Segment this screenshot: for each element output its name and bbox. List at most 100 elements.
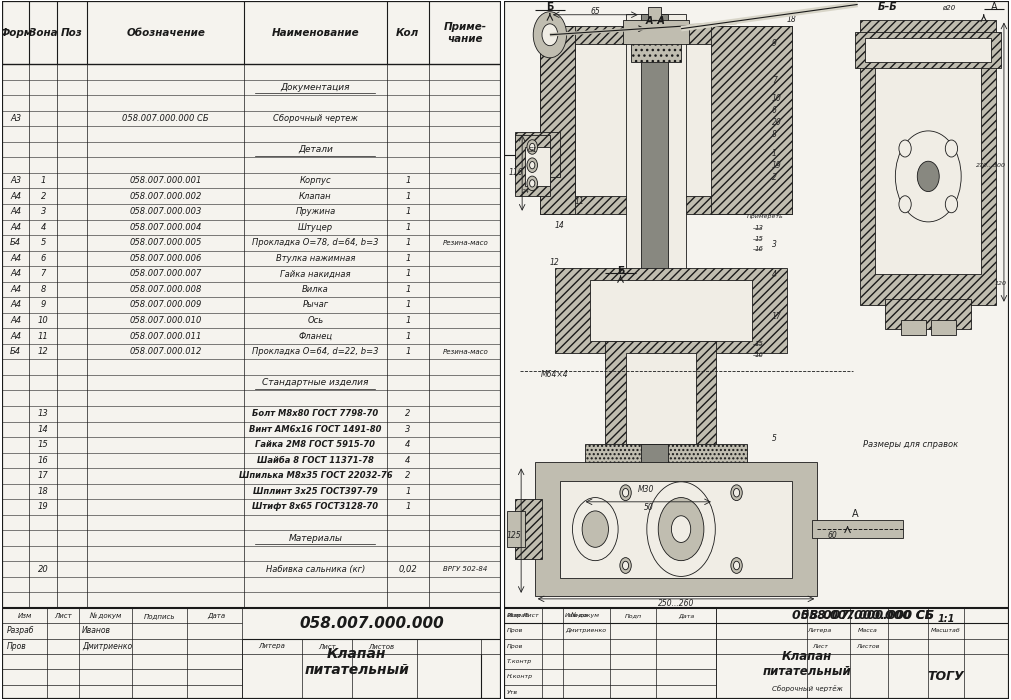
Text: Листов: Листов bbox=[856, 644, 880, 649]
Text: А4: А4 bbox=[10, 192, 21, 201]
Text: Литера: Литера bbox=[258, 643, 285, 650]
Text: Поз: Поз bbox=[61, 28, 83, 38]
Circle shape bbox=[899, 196, 911, 213]
Text: 3: 3 bbox=[771, 239, 776, 248]
Bar bbox=[525, 147, 550, 186]
Text: 60: 60 bbox=[828, 531, 837, 540]
Text: 058.007.000.010: 058.007.000.010 bbox=[129, 316, 202, 325]
Text: 18: 18 bbox=[787, 15, 797, 24]
Text: 6: 6 bbox=[40, 254, 45, 263]
Text: Изм Лист: Изм Лист bbox=[508, 613, 539, 618]
Text: 1: 1 bbox=[405, 207, 410, 216]
Text: 13: 13 bbox=[37, 410, 49, 418]
Text: 4: 4 bbox=[40, 223, 45, 232]
Text: 9: 9 bbox=[40, 300, 45, 309]
Text: Утв: Утв bbox=[507, 690, 518, 695]
Bar bbox=[631, 26, 681, 62]
Text: 120: 120 bbox=[995, 281, 1007, 286]
Text: Пружина: Пружина bbox=[295, 207, 336, 216]
Text: 058.007.000.005: 058.007.000.005 bbox=[129, 238, 202, 247]
Text: 1: 1 bbox=[405, 503, 410, 512]
Bar bbox=[648, 8, 661, 26]
Text: 270...300: 270...300 bbox=[977, 162, 1007, 168]
Text: Дата: Дата bbox=[207, 612, 225, 619]
Text: 125: 125 bbox=[507, 531, 521, 540]
Text: Резина-масо: Резина-масо bbox=[443, 240, 488, 246]
Text: 4: 4 bbox=[771, 270, 776, 279]
Text: Кол: Кол bbox=[396, 28, 420, 38]
Text: Гайка накидная: Гайка накидная bbox=[280, 270, 351, 279]
Text: 6: 6 bbox=[771, 106, 776, 115]
Text: 2: 2 bbox=[405, 471, 410, 480]
Bar bbox=[641, 13, 668, 293]
Bar bbox=[535, 463, 817, 596]
Text: 11: 11 bbox=[37, 332, 49, 341]
Bar bbox=[626, 13, 686, 274]
Text: 14: 14 bbox=[37, 425, 49, 434]
Text: Изм: Изм bbox=[17, 612, 31, 619]
Text: 1: 1 bbox=[405, 332, 410, 341]
Text: 15: 15 bbox=[754, 236, 763, 241]
Text: 1: 1 bbox=[771, 148, 776, 158]
Circle shape bbox=[530, 180, 535, 187]
Text: Б4: Б4 bbox=[10, 347, 21, 356]
Text: 2: 2 bbox=[40, 192, 45, 201]
Text: 65: 65 bbox=[590, 7, 601, 16]
Text: Клапан: Клапан bbox=[299, 192, 332, 201]
Text: Материалы: Материалы bbox=[288, 533, 343, 542]
Text: Дмитриенко: Дмитриенко bbox=[82, 642, 132, 651]
Text: 3: 3 bbox=[40, 207, 45, 216]
Text: Н.контр: Н.контр bbox=[507, 675, 533, 680]
Bar bbox=[606, 341, 717, 456]
Text: Лист: Лист bbox=[54, 612, 72, 619]
Text: 1: 1 bbox=[405, 347, 410, 356]
Text: Набивка сальника (кг): Набивка сальника (кг) bbox=[266, 565, 365, 573]
Text: 4: 4 bbox=[405, 440, 410, 449]
Bar bbox=[540, 26, 575, 214]
Circle shape bbox=[945, 196, 957, 213]
Text: Документация: Документация bbox=[281, 83, 350, 92]
Text: Рычаг: Рычаг bbox=[302, 300, 329, 309]
Text: 250...260: 250...260 bbox=[658, 598, 695, 608]
Text: 058.007.000.007: 058.007.000.007 bbox=[129, 270, 202, 279]
Text: Вилка: Вилка bbox=[302, 285, 329, 294]
Circle shape bbox=[899, 140, 911, 157]
Text: 058.007.000.000 СБ: 058.007.000.000 СБ bbox=[802, 609, 934, 622]
Circle shape bbox=[527, 140, 538, 154]
Text: 11: 11 bbox=[575, 197, 585, 206]
Text: А4: А4 bbox=[10, 223, 21, 232]
Text: Штуцер: Штуцер bbox=[298, 223, 333, 232]
Text: Масса: Масса bbox=[857, 629, 878, 634]
Text: 058.007.000.004: 058.007.000.004 bbox=[129, 223, 202, 232]
Text: 24: 24 bbox=[523, 190, 530, 195]
Bar bbox=[590, 281, 752, 341]
Text: 10: 10 bbox=[771, 94, 782, 103]
Circle shape bbox=[917, 161, 939, 192]
Text: 1: 1 bbox=[405, 223, 410, 232]
Text: 15: 15 bbox=[754, 341, 763, 347]
Text: Наименование: Наименование bbox=[272, 28, 359, 38]
Text: Втулка нажимная: Втулка нажимная bbox=[276, 254, 355, 263]
Circle shape bbox=[572, 498, 618, 561]
Text: 19: 19 bbox=[37, 503, 49, 512]
Text: 058.007.000.009: 058.007.000.009 bbox=[129, 300, 202, 309]
Text: А4: А4 bbox=[10, 270, 21, 279]
Text: № докум: № докум bbox=[570, 612, 600, 619]
Text: 17: 17 bbox=[771, 312, 782, 321]
Text: Детали: Детали bbox=[298, 145, 333, 154]
Text: Масштаб: Масштаб bbox=[931, 629, 960, 634]
Text: Зона: Зона bbox=[29, 28, 58, 38]
Circle shape bbox=[542, 24, 558, 46]
Text: А4: А4 bbox=[10, 285, 21, 294]
Text: Примереть: Примереть bbox=[747, 214, 784, 219]
Text: 16: 16 bbox=[754, 352, 763, 358]
Circle shape bbox=[647, 482, 716, 576]
Text: 1:1: 1:1 bbox=[937, 615, 954, 624]
Text: 058.007.000.000 СБ: 058.007.000.000 СБ bbox=[122, 114, 209, 123]
Text: 2: 2 bbox=[405, 410, 410, 418]
Text: ТОГУ: ТОГУ bbox=[927, 670, 964, 682]
Text: ТОГУ: ТОГУ bbox=[588, 668, 634, 684]
Circle shape bbox=[530, 144, 535, 150]
Text: Гайка 2М8 ГОСТ 5915-70: Гайка 2М8 ГОСТ 5915-70 bbox=[256, 440, 375, 449]
Text: Сборочный чертёж: Сборочный чертёж bbox=[771, 685, 842, 692]
